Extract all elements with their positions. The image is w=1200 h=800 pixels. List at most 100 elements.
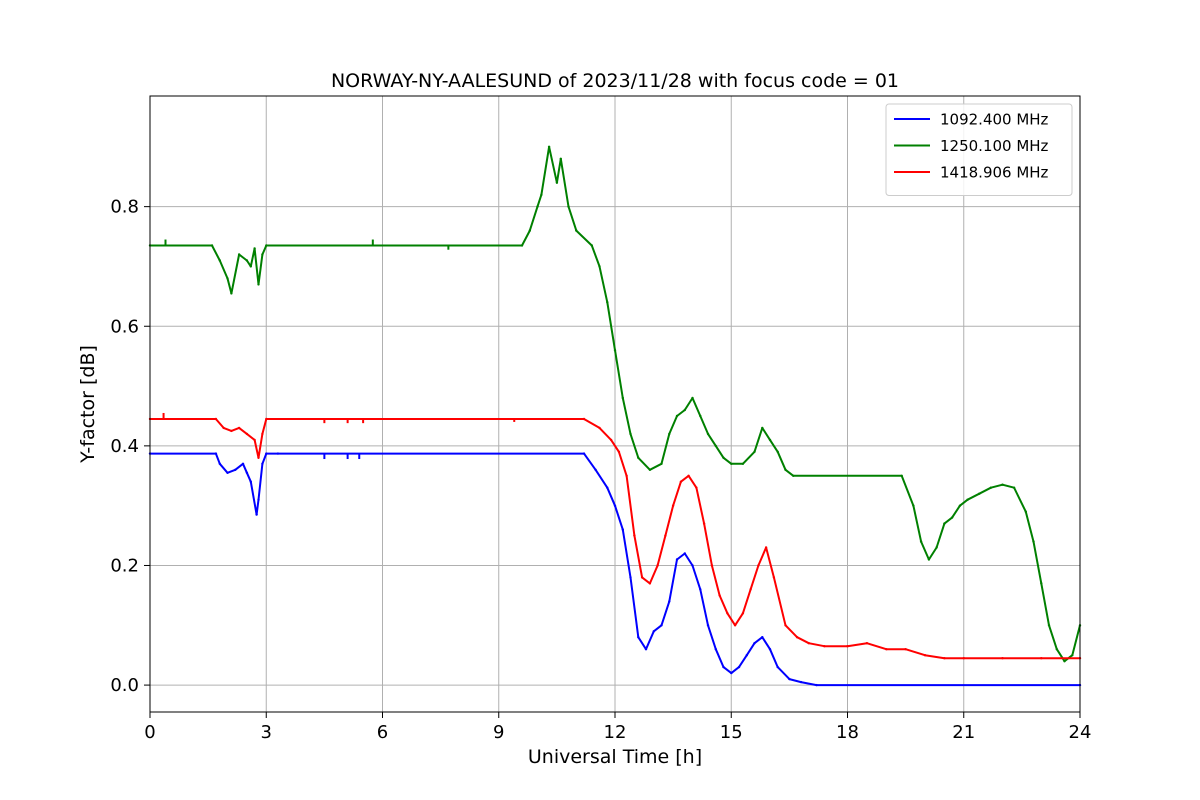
legend-box xyxy=(885,103,1073,196)
data-point xyxy=(214,452,218,455)
y-tick-label: 0.8 xyxy=(110,197,139,218)
data-point xyxy=(943,657,946,660)
data-point xyxy=(784,624,787,627)
data-point xyxy=(795,636,799,639)
data-point xyxy=(210,244,214,247)
data-point xyxy=(253,247,256,250)
data-point xyxy=(218,462,221,465)
data-point xyxy=(702,522,706,525)
data-point xyxy=(1040,582,1043,585)
data-point xyxy=(904,648,907,651)
x-tick-label: 6 xyxy=(377,722,388,743)
data-point xyxy=(261,432,264,436)
data-point xyxy=(722,665,725,669)
data-point xyxy=(528,229,531,232)
data-point xyxy=(575,229,578,232)
data-point xyxy=(962,657,965,660)
x-tick-label: 3 xyxy=(261,722,272,743)
data-point xyxy=(699,588,702,591)
data-point xyxy=(706,624,710,627)
data-point xyxy=(637,636,640,639)
data-point xyxy=(1012,486,1016,489)
data-point xyxy=(660,624,663,627)
data-point xyxy=(1055,648,1059,651)
data-point xyxy=(613,349,617,352)
data-point xyxy=(230,429,233,433)
data-point xyxy=(757,564,760,567)
data-point xyxy=(617,450,621,453)
data-point xyxy=(606,486,609,489)
data-point xyxy=(536,205,539,208)
data-point xyxy=(761,426,764,430)
data-point xyxy=(1032,540,1035,543)
data-point xyxy=(656,564,659,567)
data-point xyxy=(687,474,690,477)
data-point xyxy=(699,414,702,418)
data-point xyxy=(935,546,938,549)
data-point xyxy=(958,504,962,507)
data-point xyxy=(764,546,768,549)
data-point xyxy=(776,450,779,453)
data-point xyxy=(664,534,667,537)
data-point xyxy=(621,396,624,400)
data-point xyxy=(989,486,993,489)
data-point xyxy=(792,474,795,477)
axis-ticks: 0 3 6 9 12 15 18 21 24 0.0 0.2 0.4 0.6 0.8 xyxy=(110,197,1091,743)
data-point xyxy=(222,426,225,430)
data-point xyxy=(625,474,628,477)
data-point xyxy=(237,253,241,256)
data-point xyxy=(567,205,570,208)
data-point xyxy=(1063,660,1066,663)
data-point xyxy=(257,498,260,501)
data-point xyxy=(737,665,741,669)
data-point xyxy=(675,558,679,561)
y-tick-label: 0.6 xyxy=(110,316,139,337)
data-point xyxy=(784,468,787,471)
data-point xyxy=(555,181,559,184)
data-point xyxy=(629,432,632,436)
data-point xyxy=(1024,510,1028,513)
data-point xyxy=(1001,657,1004,660)
data-point xyxy=(978,492,981,495)
data-point xyxy=(214,417,218,421)
data-point xyxy=(683,552,686,555)
legend-label: 1418.906 MHz xyxy=(940,164,1049,182)
x-tick-label: 24 xyxy=(1069,722,1092,743)
data-point xyxy=(776,665,779,669)
data-point xyxy=(660,462,663,465)
data-point xyxy=(726,612,729,615)
data-point xyxy=(265,452,268,455)
data-point xyxy=(230,292,233,295)
data-point xyxy=(718,594,721,597)
legend: 1092.400 MHz 1250.100 MHz 1418.906 MHz xyxy=(885,103,1073,196)
legend-label: 1092.400 MHz xyxy=(940,111,1049,129)
data-point xyxy=(261,462,264,465)
data-point xyxy=(241,462,245,465)
data-point xyxy=(1040,657,1043,660)
data-point xyxy=(613,504,617,507)
data-point xyxy=(668,600,671,603)
series-line-2 xyxy=(150,418,1080,660)
data-point xyxy=(753,642,756,645)
data-point xyxy=(245,471,249,474)
data-point xyxy=(741,612,745,615)
data-point xyxy=(582,417,586,421)
data-point xyxy=(257,283,260,286)
x-tick-label: 0 xyxy=(144,722,155,743)
data-point xyxy=(249,265,252,268)
data-point xyxy=(648,468,652,471)
data-point xyxy=(706,432,710,436)
x-tick-label: 21 xyxy=(952,722,975,743)
data-point xyxy=(265,244,268,247)
data-point xyxy=(683,408,686,412)
data-point xyxy=(540,193,543,196)
data-point xyxy=(582,452,586,455)
data-point xyxy=(226,471,229,474)
data-point xyxy=(675,414,679,418)
data-point xyxy=(768,438,772,442)
data-point xyxy=(594,468,597,471)
data-point xyxy=(714,444,717,448)
data-point xyxy=(249,480,252,483)
data-point xyxy=(749,588,752,591)
